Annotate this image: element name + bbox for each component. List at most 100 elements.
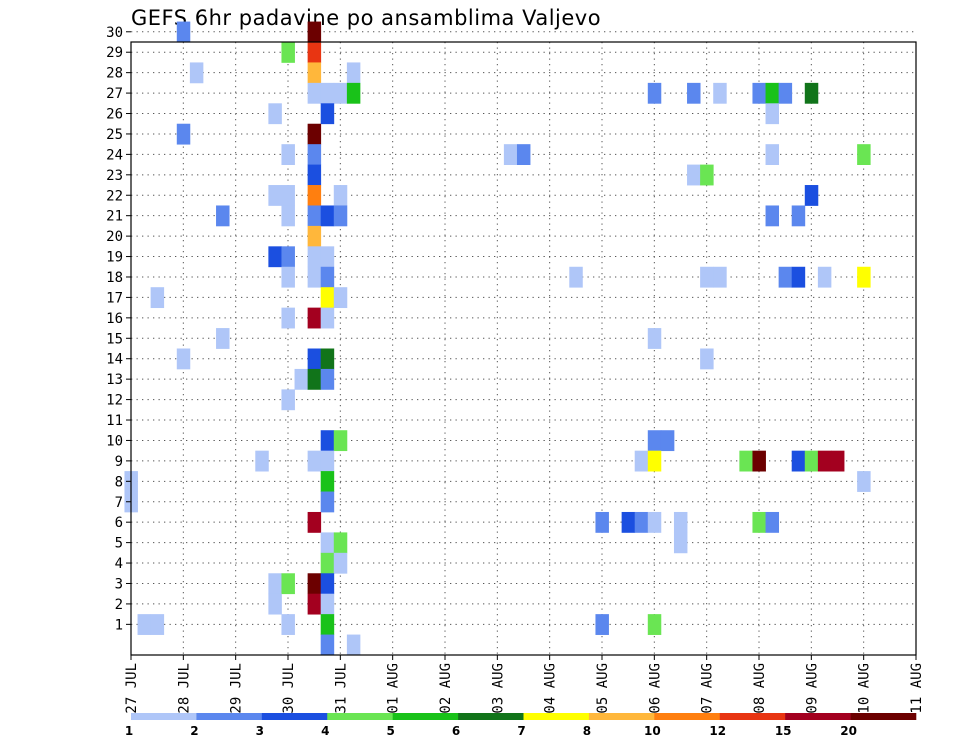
- precip-cell: [700, 266, 714, 288]
- y-tick-label: 28: [106, 66, 123, 82]
- colorbar-label: 2: [190, 724, 198, 738]
- x-tick-label: 04 AUG: [543, 663, 559, 714]
- precip-cell: [857, 266, 871, 288]
- y-tick-label: 24: [106, 147, 123, 163]
- precip-cell: [765, 205, 780, 227]
- precip-cell: [281, 307, 295, 329]
- precip-cell: [176, 348, 191, 370]
- precip-cell: [346, 82, 361, 104]
- colorbar-label: 6: [452, 724, 460, 738]
- precip-cell: [281, 573, 295, 595]
- y-tick-label: 21: [106, 209, 123, 225]
- precip-cell: [346, 634, 361, 656]
- precip-cell: [216, 205, 230, 227]
- y-tick-label: 29: [106, 45, 123, 61]
- precip-cell: [765, 144, 780, 165]
- precip-cell: [647, 450, 662, 472]
- colorbar-label: 12: [709, 724, 726, 738]
- y-tick-label: 26: [106, 107, 123, 123]
- precip-cell: [320, 491, 335, 513]
- x-axis: 27 JUL 28 JUL 29 JUL 30 JUL 31 JUL 01 AUG 02 A…: [124, 655, 925, 714]
- colorbar-label: 3: [256, 724, 264, 738]
- colorbar-legend: 1 2 3 4 5 6 7 8 10 12 15 20: [125, 713, 917, 738]
- precip-cell: [137, 614, 152, 635]
- y-tick-label: 6: [115, 515, 123, 531]
- precip-cell: [281, 246, 295, 268]
- x-tick-label: 06 AUG: [647, 663, 663, 714]
- colorbar-label: 15: [775, 724, 792, 738]
- precip-cell: [804, 450, 819, 472]
- precip-cell: [346, 62, 361, 84]
- precip-cell: [333, 205, 348, 227]
- precip-cell: [765, 511, 780, 533]
- precip-cell: [307, 266, 322, 288]
- precip-cell: [752, 82, 766, 104]
- precip-cell: [634, 511, 649, 533]
- colorbar-swatch: [523, 713, 590, 720]
- y-tick-label: 1: [115, 617, 123, 633]
- precip-cell: [255, 450, 269, 472]
- x-tick-label: 31 JUL: [333, 663, 349, 714]
- precip-cell: [281, 42, 295, 63]
- colorbar-label: 4: [321, 724, 329, 738]
- precip-cell: [307, 593, 322, 615]
- precip-cell: [333, 82, 348, 104]
- precip-cell: [700, 348, 714, 370]
- precip-cell: [739, 450, 753, 472]
- colorbar-label: 1: [125, 724, 133, 738]
- precip-cell: [713, 266, 727, 288]
- precip-cell: [307, 144, 322, 165]
- y-tick-label: 11: [106, 413, 123, 429]
- precip-cell: [320, 287, 335, 309]
- precip-cell: [320, 471, 335, 492]
- precip-cell: [281, 266, 295, 288]
- precip-cell: [752, 511, 766, 533]
- precip-cell: [268, 573, 282, 595]
- precip-cell: [333, 430, 348, 452]
- precip-cell: [320, 552, 335, 574]
- precip-cell: [673, 532, 688, 554]
- precip-cell: [647, 614, 662, 635]
- precip-cell: [189, 62, 204, 84]
- precip-cell: [320, 634, 335, 656]
- x-tick-label: 02 AUG: [438, 663, 454, 714]
- precip-cell: [307, 123, 322, 145]
- precip-cell: [176, 123, 191, 145]
- precip-cell: [307, 307, 322, 329]
- precip-cell: [320, 348, 335, 370]
- precip-cell: [320, 532, 335, 554]
- precip-cell: [634, 450, 649, 472]
- y-tick-label: 18: [106, 270, 123, 286]
- y-tick-label: 17: [106, 290, 123, 306]
- precip-cell: [307, 82, 322, 104]
- y-tick-label: 10: [106, 433, 123, 449]
- precip-cell: [307, 246, 322, 268]
- y-tick-label: 8: [115, 474, 123, 490]
- precip-cell: [307, 62, 322, 84]
- precip-cell: [791, 266, 806, 288]
- precip-cell: [700, 164, 714, 186]
- precip-cell: [817, 450, 832, 472]
- precip-cell: [765, 103, 780, 125]
- precip-cell: [621, 511, 636, 533]
- x-tick-label: 27 JUL: [124, 663, 140, 714]
- precip-cell: [595, 614, 609, 635]
- colorbar-swatch: [588, 713, 655, 720]
- colorbar-swatch: [785, 713, 851, 720]
- y-tick-label: 22: [106, 188, 123, 204]
- precip-cell: [320, 266, 335, 288]
- precip-cell: [320, 430, 335, 452]
- precip-cell: [268, 185, 282, 206]
- x-tick-label: 03 AUG: [490, 663, 506, 714]
- colorbar-swatch: [719, 713, 786, 720]
- y-tick-label: 3: [115, 576, 123, 592]
- precip-cell: [857, 471, 871, 492]
- y-tick-label: 4: [115, 556, 123, 572]
- colorbar-label: 7: [517, 724, 525, 738]
- plot-frame: [130, 41, 917, 656]
- y-tick-label: 20: [106, 229, 123, 245]
- precip-cell: [281, 205, 295, 227]
- precip-cell: [307, 185, 322, 206]
- precip-cell: [307, 573, 322, 595]
